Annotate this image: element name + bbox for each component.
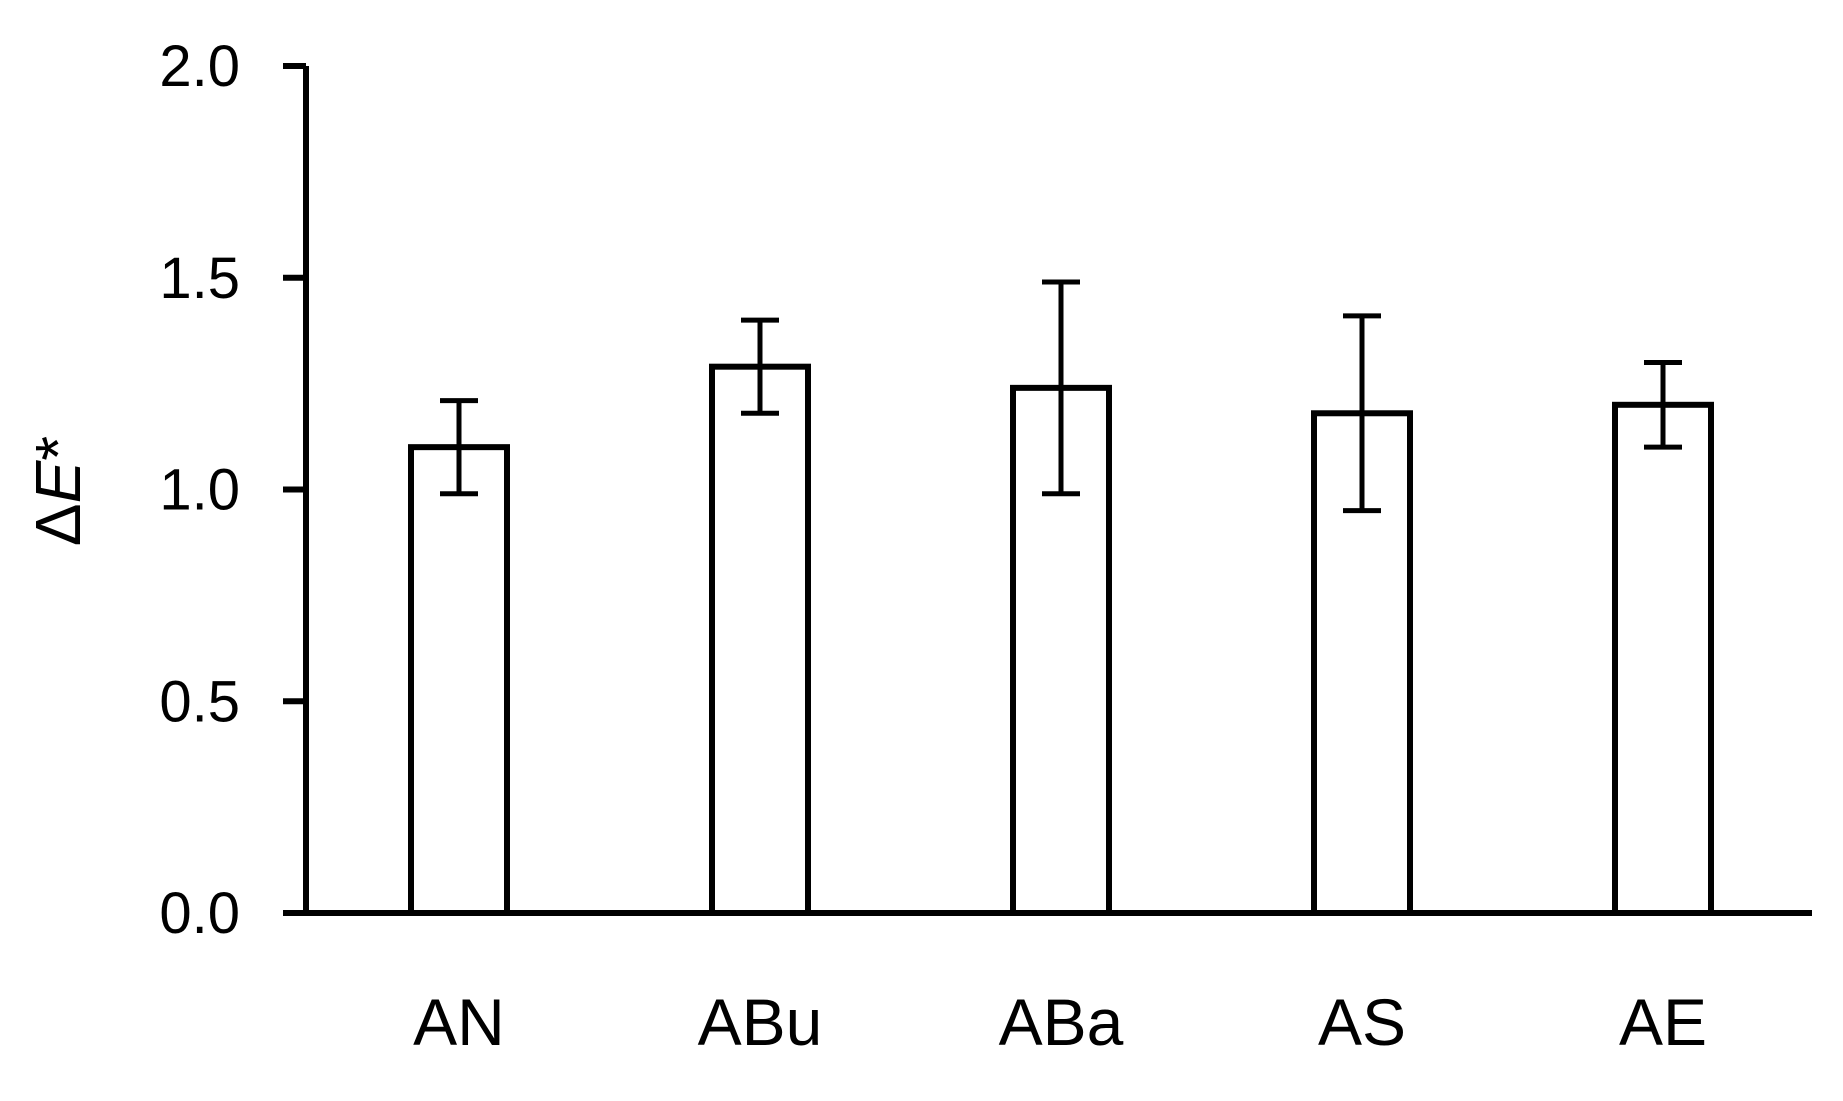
bars (408, 363, 1714, 916)
y-tick-label: 2.0 (159, 34, 240, 99)
y-tick-label: 0.5 (159, 669, 240, 734)
y-axis-label-prefix: Δ (22, 503, 94, 546)
y-tick-label: 1.5 (159, 246, 240, 311)
y-axis-ticks: 0.0 0.5 1.0 1.5 2.0 (159, 34, 306, 946)
x-category-label: AE (1619, 985, 1707, 1059)
x-category-label: ABa (999, 985, 1124, 1059)
x-axis-labels: AN ABu ABa AS AE (413, 985, 1707, 1059)
bar (709, 363, 811, 916)
x-category-label: ABu (698, 985, 823, 1059)
x-category-label: AN (413, 985, 505, 1059)
y-tick-label: 1.0 (159, 458, 240, 523)
y-axis-label-variable: E (22, 459, 94, 503)
y-axis-label-suffix: * (22, 436, 94, 461)
bar (1612, 401, 1714, 916)
svg-text:ΔE*: ΔE* (22, 436, 94, 546)
y-axis-label: ΔE* (22, 436, 94, 546)
bar (408, 444, 510, 916)
error-bars (440, 279, 1682, 514)
y-tick-label: 0.0 (159, 881, 240, 946)
x-category-label: AS (1318, 985, 1406, 1059)
